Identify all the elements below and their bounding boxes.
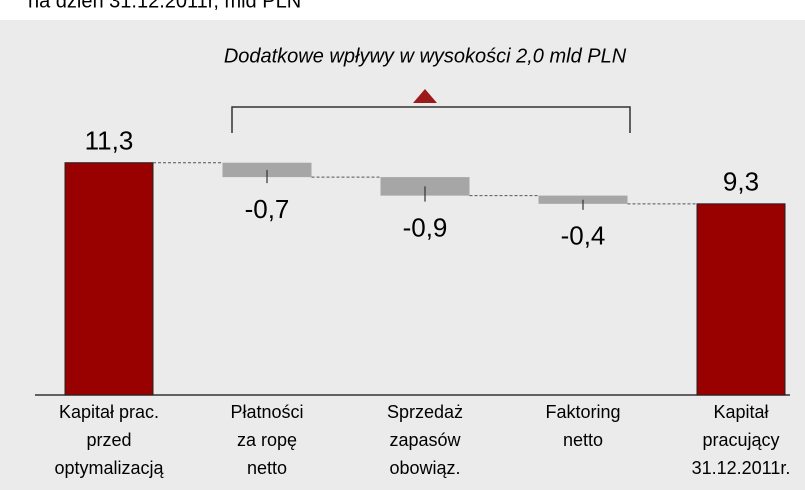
- x-tick-label: Płatności: [230, 402, 303, 422]
- x-tick-label: obowiąz.: [389, 458, 460, 478]
- x-tick-label: netto: [563, 430, 603, 450]
- header-title: na dzień 31.12.2011r, mld PLN: [28, 0, 301, 12]
- annotation-arrow: [413, 89, 437, 103]
- value-label: -0,4: [561, 221, 606, 251]
- value-label: -0,7: [245, 194, 290, 224]
- x-tick-label: przed: [86, 430, 131, 450]
- total-bar: [64, 162, 154, 396]
- x-tick-label: Faktoring: [545, 402, 620, 422]
- value-label: 9,3: [723, 167, 759, 197]
- x-tick-label: 31.12.2011r.: [692, 458, 791, 478]
- x-tick-label: Kapitał: [713, 402, 768, 422]
- x-tick-label: Sprzedaż: [387, 402, 463, 422]
- x-tick-label: Kapitał prac.: [59, 402, 159, 422]
- x-tick-label: za ropę: [237, 430, 297, 450]
- bracket: [231, 106, 631, 133]
- total-bar: [696, 203, 786, 396]
- value-label: 11,3: [85, 126, 134, 156]
- x-tick-label: netto: [247, 458, 287, 478]
- annotation: Dodatkowe wpływy w wysokości 2,0 mld PLN: [224, 45, 627, 67]
- x-tick-label: optymalizacją: [54, 458, 164, 478]
- value-label: -0,9: [403, 212, 448, 242]
- x-tick-label: pracujący: [702, 430, 779, 450]
- x-tick-label: zapasów: [389, 430, 461, 450]
